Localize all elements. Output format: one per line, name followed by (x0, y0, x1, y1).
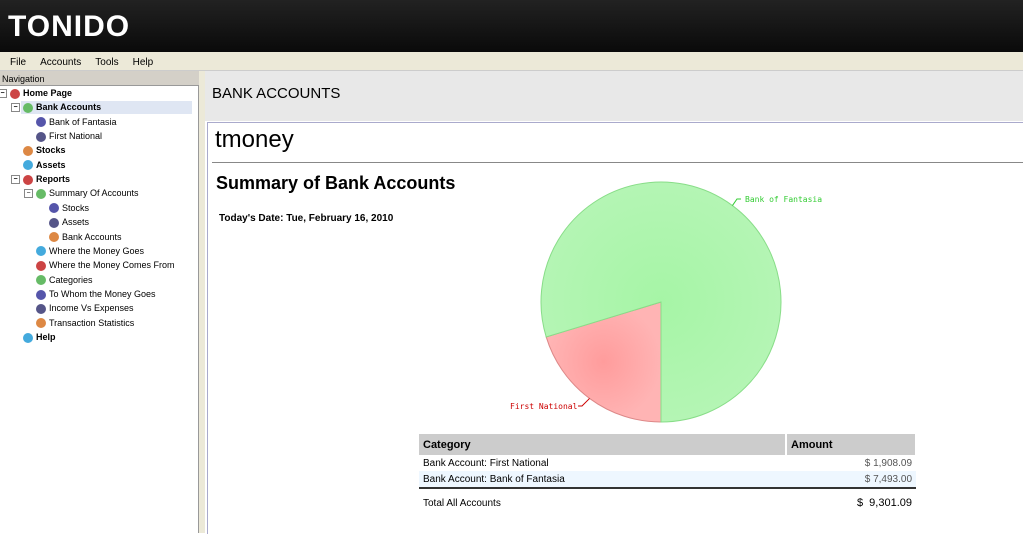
tree-label: Transaction Statistics (49, 317, 135, 328)
tree-icon (23, 146, 33, 157)
tree-node[interactable]: − Reports (11, 173, 192, 186)
table-cell: $ 1,908.09 (864, 457, 912, 469)
tree-label: Summary Of Accounts (49, 188, 139, 199)
report-date: Today's Date: Tue, February 16, 2010 (219, 213, 394, 224)
tree-label: Home Page (23, 88, 73, 98)
tree-node[interactable]: Categories (34, 274, 192, 287)
tree-label: Stocks (62, 202, 90, 213)
logo[interactable]: TONIDO (8, 10, 131, 43)
total-cell: $ 9,301.09 (786, 487, 916, 517)
tree-icon (36, 275, 46, 286)
tree-label: Bank Accounts (36, 102, 102, 113)
tree-icon (23, 332, 33, 343)
nav-title: Navigation (0, 71, 200, 86)
summary-table: Category Amount Bank Account: First Nation… (419, 434, 917, 517)
column-header: Category (419, 434, 787, 455)
tree-label: Stocks (36, 145, 66, 156)
report-heading: Summary of Bank Accounts (216, 173, 456, 193)
tree-node[interactable]: − Home Page (0, 87, 192, 100)
tree-icon (23, 102, 33, 113)
tree-label: Reports (36, 174, 71, 185)
tree-label: First National (49, 131, 103, 142)
tree-icon (23, 160, 33, 171)
tree-node[interactable]: Bank of Fantasia (34, 116, 192, 129)
tree-node[interactable]: Assets (47, 216, 192, 229)
tree-label: Categories (49, 274, 93, 285)
tree-label: Income Vs Expenses (49, 303, 134, 314)
navigation-pane: Navigation − Home Page − Bank Accounts Bank … (0, 71, 200, 533)
tree-icon (36, 189, 46, 200)
tree-node[interactable]: − Summary Of Accounts (24, 187, 192, 200)
tree-icon (36, 117, 46, 128)
pie-slice (540, 181, 782, 423)
tree-node[interactable]: Transaction Statistics (34, 317, 192, 330)
tree-node[interactable]: Where the Money Comes From (34, 259, 192, 272)
tree-node[interactable]: First National (34, 130, 192, 143)
menu-item[interactable]: File (10, 57, 27, 68)
tree-icon (36, 318, 46, 329)
table-cell: Bank Account: First National (423, 457, 549, 469)
expander[interactable]: − (0, 89, 7, 98)
main-header (205, 71, 1023, 121)
tree-icon (10, 88, 20, 99)
tree-node[interactable]: Assets (21, 159, 192, 172)
expander[interactable]: − (24, 189, 33, 199)
expander[interactable]: − (11, 103, 20, 113)
tree-icon (36, 131, 46, 142)
tree-icon (23, 174, 33, 185)
tree-node[interactable]: Help (21, 331, 192, 344)
table-row: Bank Account: Bank of Fantasia $ 7,493.00 (419, 471, 916, 488)
tree-label: Assets (62, 217, 90, 228)
menu-bar: File Accounts Tools Help (0, 52, 1023, 71)
splitter[interactable] (199, 71, 205, 533)
pie-slice (545, 301, 662, 423)
tree-label: Where the Money Goes (49, 245, 145, 256)
tree-label: To Whom the Money Goes (49, 288, 156, 299)
tree-node[interactable]: Bank Accounts (47, 231, 192, 244)
menu-item[interactable]: Tools (95, 57, 119, 68)
slice-label: Bank of Fantasia (745, 195, 822, 204)
user-name: tmoney (215, 126, 294, 153)
tree-node[interactable]: To Whom the Money Goes (34, 288, 192, 301)
total-cell: Total All Accounts (419, 487, 786, 517)
tree-node[interactable]: Stocks (47, 202, 192, 215)
top-bar (0, 0, 1023, 52)
expander[interactable]: − (11, 175, 20, 185)
divider (212, 162, 1023, 163)
tree-label: Where the Money Comes From (49, 260, 175, 271)
tree-node[interactable]: Stocks (21, 144, 192, 157)
section-title: BANK ACCOUNTS (212, 85, 341, 102)
leader-line (578, 398, 590, 407)
table-cell: $ 7,493.00 (786, 471, 916, 488)
tree-label: Bank Accounts (62, 231, 122, 242)
leader-line (732, 198, 741, 206)
tree-node[interactable]: − Bank Accounts (11, 101, 192, 115)
menu-item[interactable]: Help (132, 57, 154, 68)
tree-label: Assets (36, 159, 66, 170)
tree-icon (36, 246, 46, 257)
tree-icon (36, 303, 46, 314)
total-row: Total All Accounts $ 9,301.09 (419, 487, 916, 517)
tree-icon (36, 289, 46, 300)
menu-item[interactable]: Accounts (40, 57, 82, 68)
tree-label: Help (36, 331, 56, 342)
tree-icon (49, 203, 59, 214)
tree-node[interactable]: Income Vs Expenses (34, 302, 192, 315)
tree-node[interactable]: Where the Money Goes (34, 245, 192, 258)
tree-icon (49, 232, 59, 243)
tree-label: Bank of Fantasia (49, 116, 117, 127)
column-header: Amount (786, 434, 917, 455)
table-cell: Bank Account: Bank of Fantasia (419, 471, 786, 488)
table-row: Bank Account: First National $ 1,908.09 (419, 455, 916, 471)
tree-icon (36, 260, 46, 271)
tree-icon (49, 217, 59, 228)
slice-label: First National (510, 402, 578, 411)
